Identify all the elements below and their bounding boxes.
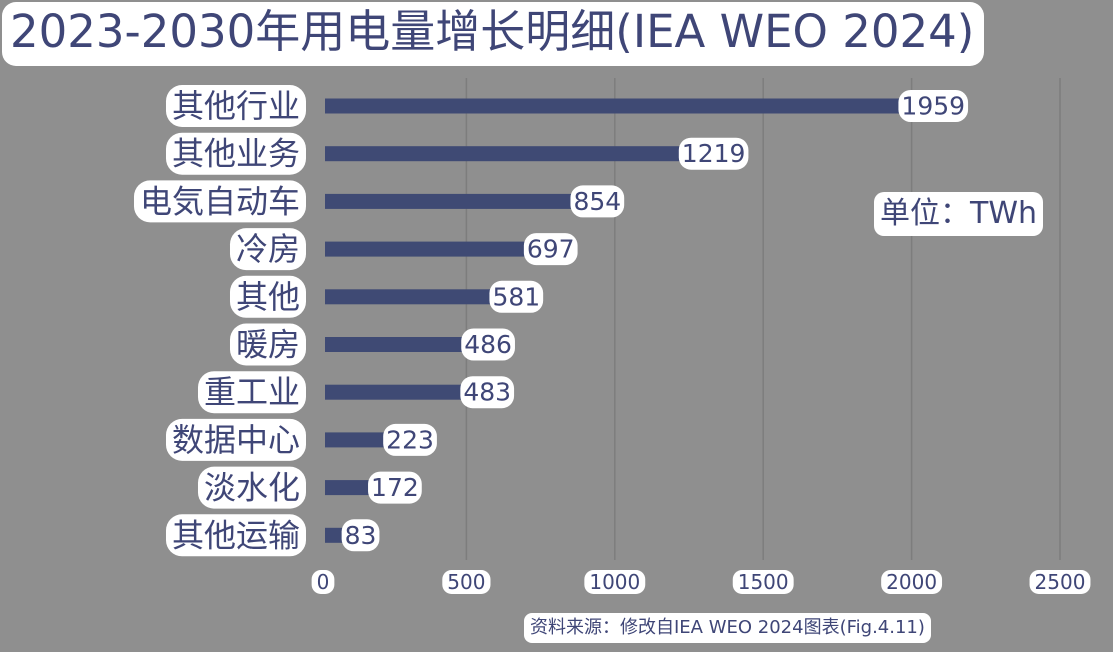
x-tick-label-bg [584,570,646,594]
value-label-group: 83 [341,519,380,552]
value-label: 1219 [682,139,746,168]
x-tick-label-bg [881,570,943,594]
value-label-bg [523,233,578,266]
x-tick-label-group: 2000 [881,570,943,594]
value-label-bg [460,376,515,409]
category-label-bg [229,275,306,318]
x-tick-label: 2000 [886,570,937,594]
category-label-group: 其他行业 [165,85,306,127]
category-label-bg [133,180,306,223]
category-label-bg [165,514,306,557]
bar [325,527,343,543]
category-label: 淡水化 [204,469,300,507]
bar [325,480,370,496]
bar [325,432,385,448]
category-label: 其他 [236,278,300,316]
category-label: 其他运输 [172,516,300,554]
value-label-group: 581 [489,280,544,313]
x-tick-labels: 0 500 1000 1500 2000 2500 [311,570,1091,594]
x-tick-label-group: 0 [311,570,335,594]
value-label-group: 483 [460,376,515,409]
category-label-group: 重工业 [197,371,306,414]
category-label: 其他业务 [172,135,300,173]
bars [325,98,900,543]
value-label-bg [678,137,749,170]
value-label: 1959 [901,92,965,121]
value-label-group: 172 [368,471,422,504]
x-tick-label-group: 1500 [732,570,794,594]
x-tick-label: 1000 [589,570,640,594]
category-label-group: 其他 [229,275,306,318]
x-tick-label: 1500 [738,570,789,594]
value-label: 486 [464,330,512,359]
category-label-group: 暖房 [229,323,306,366]
category-label-group: 冷房 [229,228,306,271]
x-tick-label-group: 500 [442,570,491,594]
value-label: 83 [345,521,377,550]
value-label-group: 854 [570,185,625,218]
category-label-bg [165,132,306,175]
category-label: 重工业 [204,373,300,411]
value-label-bg [461,328,515,361]
value-labels: 1959 1219 854 697 581 486 483 223 172 83 [341,90,969,552]
category-label: 其他行业 [172,87,300,125]
value-label-bg [368,471,422,504]
x-tick-label: 2500 [1035,570,1086,594]
value-label-group: 697 [523,233,578,266]
value-label: 581 [492,282,540,311]
category-label-group: 数据中心 [165,418,306,461]
value-label: 483 [463,378,511,407]
bar [325,98,900,114]
chart-title: 2023-2030年用电量增长明细(IEA WEO 2024) [2,2,985,66]
x-tick-label-bg [1029,570,1091,594]
bar [325,337,463,352]
unit-label: 单位：TWh [874,192,1044,236]
value-label-bg [570,185,625,218]
category-label: 数据中心 [172,421,300,459]
x-tick-label-bg [732,570,794,594]
x-tick-label-bg [311,570,335,594]
value-label: 223 [386,425,434,454]
value-label: 697 [527,235,575,264]
value-label-bg [383,423,437,456]
value-label-group: 486 [461,328,515,361]
category-label-bg [165,418,306,461]
source-note: 资料来源：修改自IEA WEO 2024图表(Fig.4.11) [524,613,931,643]
category-label-group: 电気自动车 [133,180,306,223]
value-label-bg [489,280,544,313]
value-label-group: 223 [383,423,437,456]
category-label-bg [165,85,306,127]
category-label-bg [197,371,306,414]
x-tick-label: 500 [447,570,485,594]
category-label: 暖房 [236,326,300,364]
value-label-group: 1959 [898,90,969,122]
bar [325,384,462,400]
x-tick-label: 0 [317,570,330,594]
category-label-group: 淡水化 [197,466,306,509]
x-tick-label-group: 1000 [584,570,646,594]
value-label-bg [341,519,380,552]
category-label: 冷房 [236,230,300,268]
value-label: 854 [573,187,621,216]
bar [325,146,680,162]
category-label-group: 其他业务 [165,132,306,175]
category-label-group: 其他运输 [165,514,306,557]
bar [325,289,491,305]
category-label-bg [197,466,306,509]
x-tick-label-group: 2500 [1029,570,1091,594]
category-label-bg [229,228,306,271]
bar [325,241,525,257]
value-label-bg [898,90,969,122]
value-label: 172 [371,473,419,502]
bar [325,193,572,209]
category-label: 电気自动车 [140,182,300,220]
x-tick-label-bg [442,570,491,594]
category-label-bg [229,323,306,366]
value-label-group: 1219 [678,137,749,170]
